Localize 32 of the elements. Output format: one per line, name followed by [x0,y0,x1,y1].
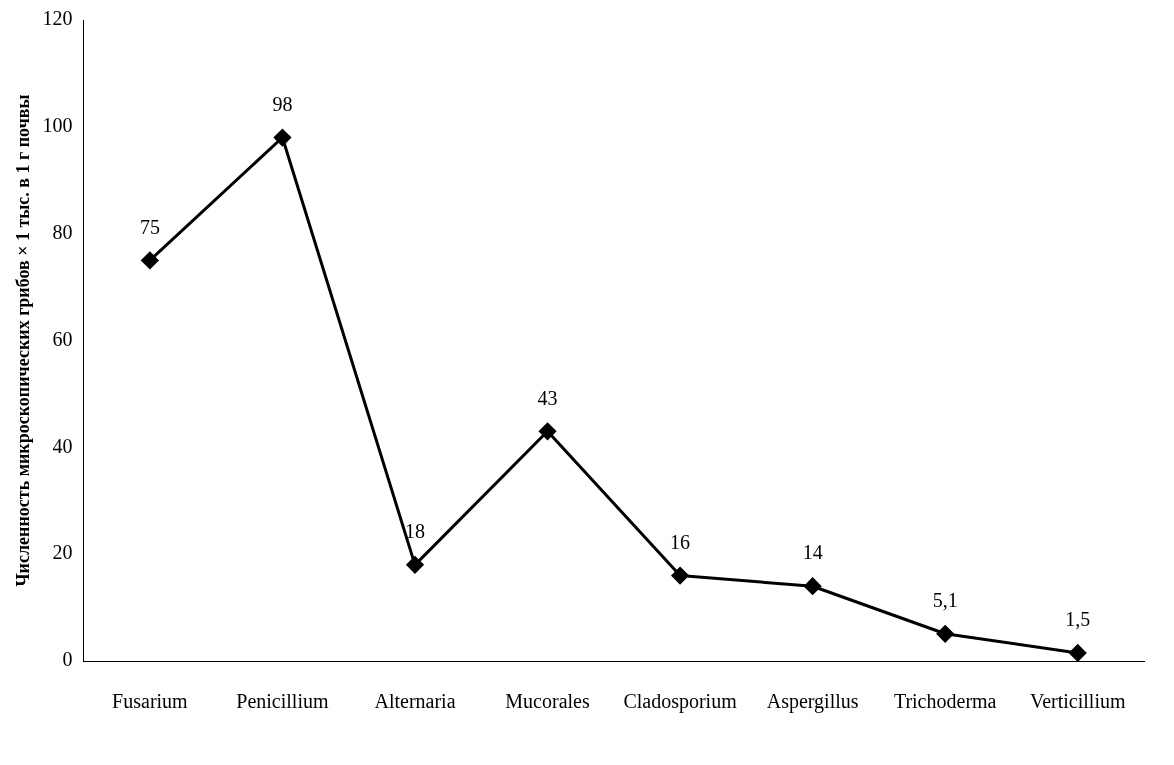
text: 43 [537,386,558,409]
point [1069,644,1087,661]
text: 14 [802,541,823,564]
point [273,129,291,147]
y-tick-label: 120 [42,7,73,30]
text: 5,1 [932,589,958,612]
y-tick-label: 0 [62,648,73,671]
text: 16 [670,530,691,553]
point [936,625,954,643]
text: 1,5 [1065,608,1091,631]
point [406,556,424,574]
y-tick-label: 20 [52,541,73,564]
point [539,422,557,440]
y-tick-label: 80 [52,220,73,243]
text: 98 [272,92,293,115]
x-tick-label: Penicillium [236,690,329,713]
x-tick-label: Mucorales [505,690,590,713]
x-tick-label: Trichoderma [893,690,997,713]
x-tick-label: Aspergillus [766,690,859,714]
point [141,251,159,269]
x-tick-label: Alternaria [374,690,456,713]
x-tick-label: Fusarium [112,690,189,713]
x-tick-label: Cladosporium [623,690,738,714]
text: 18 [404,520,425,543]
y-tick-label: 100 [42,114,73,137]
y-tick-label: 60 [52,327,73,350]
point [671,567,689,585]
x-tick-label: Verticillium [1029,690,1126,713]
y-axis-title: Численность микроскопических грибов × 1 тыс. в 1 г почвы [13,94,34,587]
y-tick-label: 40 [52,434,73,457]
point [804,577,822,595]
text: 75 [139,215,160,238]
